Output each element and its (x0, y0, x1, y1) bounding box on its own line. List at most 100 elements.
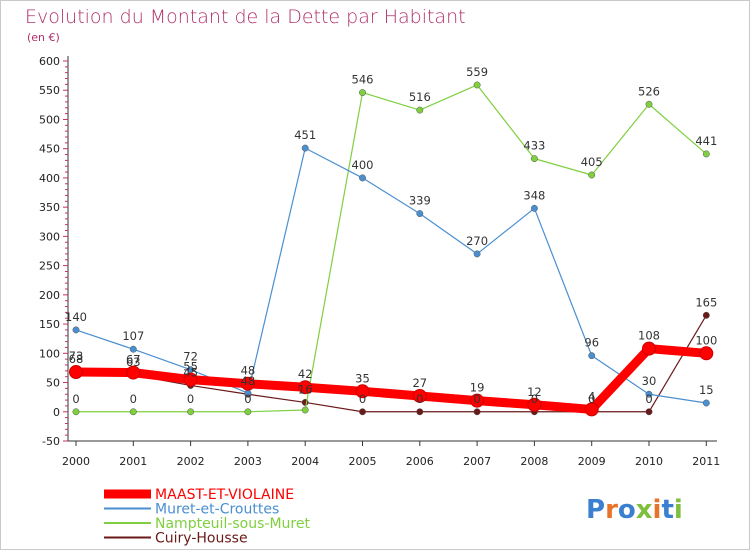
y-tick-label: 250 (39, 260, 60, 273)
legend: MAAST-ET-VIOLAINEMuret-et-CrouttesNampte… (104, 487, 310, 547)
data-label-nampteuil-sous-muret: 0 (72, 392, 79, 406)
data-label-cuiry-housse: 16 (298, 382, 313, 396)
y-tick-label: 150 (39, 318, 60, 331)
x-tick-label: 2008 (520, 455, 548, 468)
data-point-maast-et-violaine (470, 393, 485, 408)
y-tick-label: 200 (39, 289, 60, 302)
data-point-maast-et-violaine (298, 380, 313, 395)
data-label-muret-et-crouttes: 72 (183, 350, 198, 364)
x-tick-label: 2011 (692, 455, 720, 468)
data-label-maast-et-violaine: 68 (69, 352, 84, 366)
data-point-maast-et-violaine (412, 388, 427, 403)
data-label-nampteuil-sous-muret: 516 (409, 90, 431, 104)
data-label-muret-et-crouttes: 96 (584, 336, 599, 350)
data-point-maast-et-violaine (584, 402, 599, 417)
data-label-cuiry-housse: 63 (126, 355, 141, 369)
legend-label: MAAST-ET-VIOLAINE (155, 487, 294, 503)
x-tick-label: 2010 (635, 455, 663, 468)
data-label-muret-et-crouttes: 15 (699, 383, 714, 397)
data-label-nampteuil-sous-muret: 0 (187, 392, 194, 406)
data-label-nampteuil-sous-muret: 405 (581, 155, 603, 169)
data-point-nampteuil-sous-muret (416, 106, 424, 114)
data-point-maast-et-violaine (183, 372, 198, 387)
data-label-cuiry-housse: 48 (241, 374, 256, 388)
data-point-muret-et-crouttes (588, 352, 596, 360)
data-point-cuiry-housse (359, 408, 366, 416)
chart-subtitle: (en €) (27, 31, 60, 44)
data-label-maast-et-violaine: 108 (638, 329, 660, 343)
data-point-muret-et-crouttes (359, 174, 366, 182)
logo-letter: x (636, 495, 653, 525)
data-point-maast-et-violaine (699, 346, 714, 361)
data-label-cuiry-housse: 0 (531, 392, 538, 406)
data-point-maast-et-violaine (126, 365, 141, 380)
y-tick-label: 350 (39, 201, 60, 214)
legend-label: Muret-et-Crouttes (155, 502, 279, 518)
data-label-muret-et-crouttes: 270 (466, 234, 488, 248)
data-point-muret-et-crouttes (72, 326, 80, 334)
data-label-muret-et-crouttes: 30 (642, 374, 657, 388)
data-label-cuiry-housse: 73 (69, 349, 84, 363)
series-line-cuiry-housse (75, 314, 707, 413)
logo-letter: P (586, 495, 605, 525)
data-point-nampteuil-sous-muret (645, 100, 653, 108)
data-label-nampteuil-sous-muret: 441 (695, 134, 717, 148)
data-point-maast-et-violaine (69, 365, 83, 380)
data-point-nampteuil-sous-muret (530, 155, 538, 163)
data-label-maast-et-violaine: 35 (355, 371, 370, 385)
data-point-nampteuil-sous-muret (702, 150, 710, 158)
data-point-nampteuil-sous-muret (301, 406, 309, 414)
y-tick-label: 550 (39, 84, 60, 97)
data-label-maast-et-violaine: 42 (298, 367, 313, 381)
data-point-nampteuil-sous-muret (359, 89, 366, 97)
data-label-maast-et-violaine: 55 (183, 360, 198, 374)
proxiti-logo: Proxiti (586, 495, 683, 525)
axes: -500501001502002503003504004505005506002… (39, 55, 720, 468)
data-point-nampteuil-sous-muret (588, 171, 596, 179)
data-point-nampteuil-sous-muret (129, 408, 137, 416)
data-labels: 73 63 45 48 16 0 0 0 0 0 0 165 0 0 0 0 546 516 559 433 405 52… (65, 65, 717, 406)
data-label-cuiry-housse: 0 (645, 392, 652, 406)
y-tick-label: 600 (39, 55, 60, 68)
data-point-cuiry-housse (416, 408, 424, 416)
data-point-muret-et-crouttes (702, 399, 710, 407)
data-label-cuiry-housse: 0 (416, 392, 423, 406)
data-label-maast-et-violaine: 27 (412, 376, 427, 390)
data-label-maast-et-violaine: 67 (126, 353, 141, 367)
logo-letter: t (661, 495, 673, 525)
legend-label: Nampteuil-sous-Muret (155, 516, 310, 532)
y-tick-label: 450 (39, 143, 60, 156)
x-tick-label: 2005 (349, 455, 377, 468)
x-tick-label: 2002 (177, 455, 205, 468)
y-tick-label: -50 (42, 435, 60, 448)
data-label-maast-et-violaine: 4 (588, 389, 595, 403)
x-tick-label: 2003 (234, 455, 262, 468)
data-label-muret-et-crouttes: 339 (409, 194, 431, 208)
logo-letter: i (653, 495, 662, 525)
data-label-nampteuil-sous-muret: 433 (523, 139, 545, 153)
data-point-maast-et-violaine (240, 376, 255, 391)
data-label-muret-et-crouttes: 451 (294, 128, 316, 142)
data-label-muret-et-crouttes: 348 (523, 188, 545, 202)
x-tick-label: 2001 (119, 455, 147, 468)
data-point-nampteuil-sous-muret (72, 408, 80, 416)
logo-text: Proxiti (586, 495, 683, 525)
data-point-cuiry-housse (702, 311, 710, 319)
legend-label: Cuiry-Housse (155, 531, 248, 547)
data-point-muret-et-crouttes (473, 250, 481, 258)
data-label-cuiry-housse: 45 (183, 365, 198, 379)
logo-letter: i (674, 495, 683, 525)
x-tick-label: 2009 (578, 455, 606, 468)
y-tick-label: 100 (39, 347, 60, 360)
logo-letter: o (618, 495, 636, 525)
x-tick-label: 2000 (62, 455, 90, 468)
data-label-maast-et-violaine: 100 (695, 333, 717, 347)
data-label-muret-et-crouttes: 140 (65, 310, 87, 324)
data-label-nampteuil-sous-muret: 526 (638, 84, 660, 98)
y-tick-label: 300 (39, 230, 60, 243)
data-label-maast-et-violaine: 12 (527, 385, 542, 399)
data-point-nampteuil-sous-muret (473, 81, 481, 89)
data-label-nampteuil-sous-muret: 546 (352, 73, 374, 87)
data-point-maast-et-violaine (642, 341, 656, 356)
